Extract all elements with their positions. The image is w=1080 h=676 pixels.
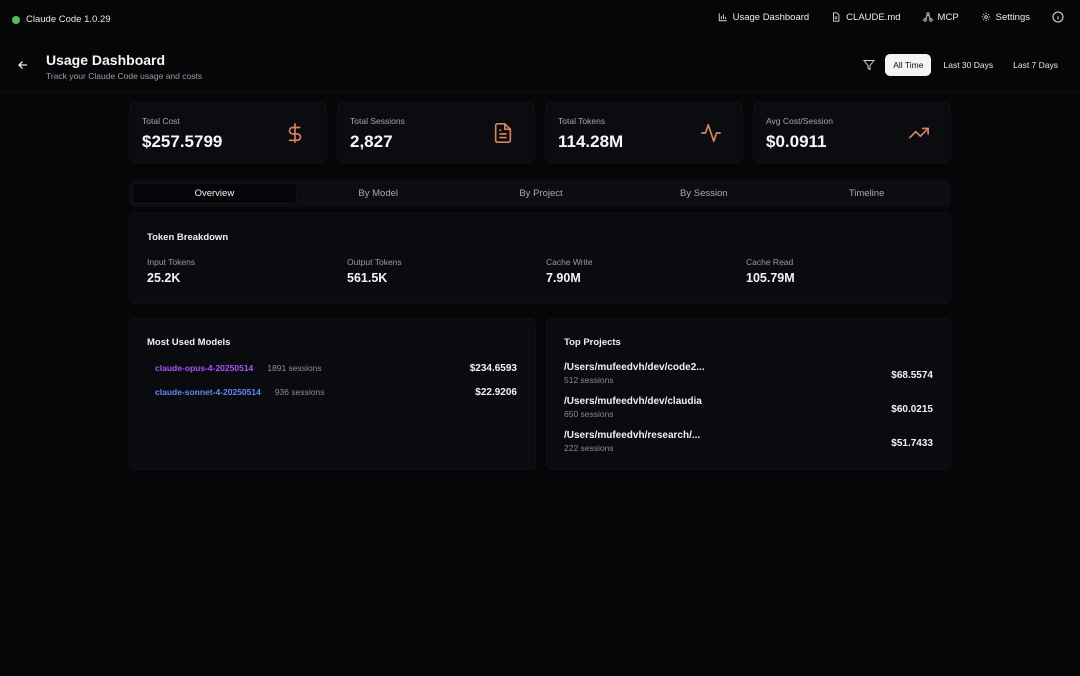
- panel-title: Token Breakdown: [147, 232, 229, 243]
- stat-card-total-cost: Total Cost $257.5799: [129, 102, 327, 163]
- tab-bar: Overview By Model By Project By Session …: [129, 180, 951, 207]
- nav-label: MCP: [937, 11, 959, 23]
- top-nav: Usage Dashboard CLAUDE.md MCP Settings: [718, 11, 1064, 23]
- panel-title: Top Projects: [564, 337, 621, 348]
- breakdown-value: 561.5K: [347, 271, 388, 285]
- breakdown-value: 105.79M: [746, 271, 795, 285]
- panel-title: Most Used Models: [147, 337, 231, 348]
- model-sessions: 936 sessions: [274, 387, 325, 397]
- model-cost: $22.9206: [475, 386, 517, 398]
- trending-up-icon: [909, 127, 929, 139]
- nav-label: Settings: [995, 11, 1030, 23]
- stat-label: Avg Cost/Session: [766, 116, 833, 126]
- page-title: Usage Dashboard: [46, 52, 166, 68]
- stat-value: 2,827: [350, 132, 393, 151]
- tab-timeline[interactable]: Timeline: [848, 188, 885, 199]
- breakdown-label: Cache Write: [546, 257, 593, 267]
- dollar-icon: [288, 123, 302, 143]
- filter-last-30-days[interactable]: Last 30 Days: [935, 54, 1001, 76]
- filter-all-time[interactable]: All Time: [885, 54, 932, 76]
- filter-last-7-days[interactable]: Last 7 Days: [1005, 54, 1066, 76]
- bar-chart-icon: [718, 13, 727, 22]
- project-row: /Users/mufeedvh/research/... 222 session…: [564, 430, 933, 458]
- project-sessions: 512 sessions: [564, 375, 614, 385]
- model-name: claude-opus-4-20250514: [155, 363, 254, 373]
- tab-by-model[interactable]: By Model: [358, 188, 398, 199]
- stat-label: Total Tokens: [558, 116, 606, 126]
- project-path: /Users/mufeedvh/dev/claudia: [564, 396, 702, 407]
- page-subtitle: Track your Claude Code usage and costs: [46, 71, 203, 81]
- breakdown-input-tokens: Input Tokens 25.2K: [147, 257, 195, 285]
- breakdown-value: 7.90M: [546, 271, 581, 285]
- stat-label: Total Sessions: [350, 116, 405, 126]
- breakdown-label: Input Tokens: [147, 257, 196, 267]
- status-dot-icon: [12, 15, 20, 24]
- nav-label: Usage Dashboard: [732, 11, 810, 23]
- breakdown-output-tokens: Output Tokens 561.5K: [347, 257, 402, 285]
- token-breakdown-panel: Token Breakdown Input Tokens 25.2K Outpu…: [129, 212, 951, 304]
- project-sessions: 222 sessions: [564, 443, 614, 453]
- network-icon: [922, 12, 933, 22]
- project-path: /Users/mufeedvh/research/...: [564, 430, 701, 441]
- project-path: /Users/mufeedvh/dev/code2...: [564, 362, 705, 373]
- nav-claude-md[interactable]: CLAUDE.md: [831, 11, 901, 23]
- date-filter-group: All Time Last 30 Days Last 7 Days: [863, 54, 1066, 76]
- document-icon: [494, 123, 512, 143]
- stat-label: Total Cost: [142, 116, 180, 126]
- project-sessions: 650 sessions: [564, 409, 614, 419]
- stat-value: 114.28M: [558, 132, 624, 151]
- stat-card-avg-cost: Avg Cost/Session $0.0911: [753, 102, 951, 163]
- model-cost: $234.6593: [469, 362, 517, 374]
- breakdown-cache-write: Cache Write 7.90M: [546, 257, 593, 285]
- activity-icon: [701, 123, 721, 143]
- back-arrow-icon[interactable]: [16, 58, 30, 72]
- stat-value: $0.0911: [766, 132, 827, 151]
- most-used-models-panel: Most Used Models claude-opus-4-20250514 …: [129, 318, 536, 470]
- tab-overview[interactable]: Overview: [132, 183, 297, 204]
- nav-usage-dashboard[interactable]: Usage Dashboard: [718, 11, 810, 23]
- project-row: /Users/mufeedvh/dev/code2... 512 session…: [564, 362, 933, 390]
- breakdown-label: Cache Read: [746, 257, 794, 267]
- info-button[interactable]: [1052, 11, 1064, 23]
- project-row: /Users/mufeedvh/dev/claudia 650 sessions…: [564, 396, 933, 424]
- nav-mcp[interactable]: MCP: [922, 11, 959, 23]
- stats-row: Total Cost $257.5799 Total Sessions 2,82…: [129, 102, 951, 163]
- tab-by-project[interactable]: By Project: [519, 188, 563, 199]
- app-title: Claude Code 1.0.29: [26, 14, 111, 25]
- page-header: Usage Dashboard Track your Claude Code u…: [0, 40, 1080, 92]
- app-brand: Claude Code 1.0.29: [12, 14, 111, 25]
- gear-icon: [981, 12, 990, 22]
- stat-value: $257.5799: [142, 132, 223, 151]
- model-name: claude-sonnet-4-20250514: [155, 387, 261, 397]
- project-cost: $68.5574: [891, 370, 933, 381]
- breakdown-label: Output Tokens: [347, 257, 402, 267]
- project-cost: $51.7433: [891, 438, 933, 449]
- nav-settings[interactable]: Settings: [981, 12, 1030, 23]
- project-cost: $60.0215: [891, 404, 933, 415]
- model-row: claude-sonnet-4-20250514 936 sessions $2…: [155, 384, 517, 400]
- file-icon: [833, 12, 840, 22]
- stat-card-total-sessions: Total Sessions 2,827: [337, 102, 535, 163]
- nav-label: CLAUDE.md: [846, 11, 901, 23]
- model-row: claude-opus-4-20250514 1891 sessions $23…: [155, 360, 517, 376]
- stat-card-total-tokens: Total Tokens 114.28M: [545, 102, 743, 163]
- top-bar: Claude Code 1.0.29 Usage Dashboard CLAUD…: [0, 0, 1080, 40]
- info-icon: [1052, 11, 1064, 23]
- breakdown-value: 25.2K: [147, 271, 181, 285]
- top-projects-panel: Top Projects /Users/mufeedvh/dev/code2..…: [546, 318, 951, 470]
- tab-by-session[interactable]: By Session: [680, 188, 728, 199]
- breakdown-cache-read: Cache Read 105.79M: [746, 257, 795, 285]
- model-sessions: 1891 sessions: [267, 363, 322, 373]
- filter-icon: [863, 60, 876, 71]
